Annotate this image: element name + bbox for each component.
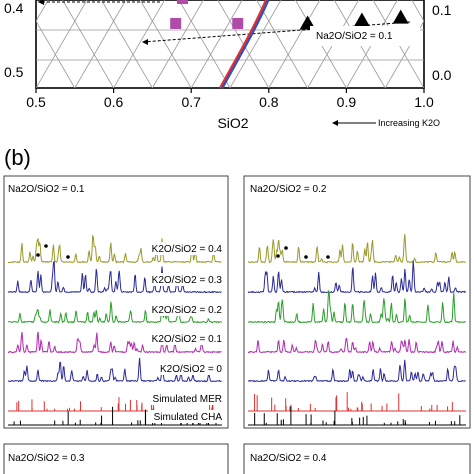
- xrd-trace: [7, 357, 222, 383]
- peak-dot-marker: [66, 255, 70, 259]
- trace-label: K2O/SiO2 = 0.4: [152, 244, 223, 255]
- xrd-panel-frame: [3, 175, 229, 429]
- x-tick-label: 0.9: [337, 94, 357, 110]
- xrd-panel-frame: [243, 443, 471, 474]
- grid-line: [178, 0, 231, 88]
- grid-line: [411, 0, 424, 22]
- xrd-panel-title: Na2O/SiO2 = 0.3: [8, 453, 85, 464]
- triangle-marker: [299, 15, 316, 30]
- grid-line: [36, 20, 76, 88]
- xrd-panel-title: Na2O/SiO2 = 0.4: [250, 453, 327, 464]
- trace-label-bg: [148, 303, 224, 316]
- trace-label-bg: [148, 392, 224, 405]
- triangle-marker: [392, 9, 409, 24]
- boundary-red-line: [219, 0, 268, 89]
- peak-dot-marker: [284, 246, 288, 250]
- trace-label: Simulated CHA: [154, 412, 223, 423]
- trace-label: K2O/SiO2 = 0.2: [152, 305, 223, 316]
- grid-line: [62, 0, 114, 88]
- trace-label-bg: [148, 242, 224, 255]
- grid-line: [36, 0, 88, 88]
- trace-label: Simulated MER: [153, 394, 222, 405]
- square-marker: [177, 0, 188, 4]
- peak-dot-marker: [326, 255, 330, 259]
- ternary-panel: 0.4 0.5 0.1 0.0 Na2O/SiO2 = 0.1 0.5 0.6 0.…: [4, 0, 474, 131]
- grid-line: [463, 0, 474, 88]
- xrd-traces-right: [247, 234, 467, 426]
- arrow-head-icon: [332, 120, 338, 126]
- xrd-trace: [247, 260, 467, 294]
- grid-line: [451, 0, 474, 88]
- left-tick-label: 0.4: [4, 0, 24, 16]
- triangle-marker: [353, 12, 370, 27]
- xrd-panel-frame: [3, 443, 229, 474]
- annotation-label: Na2O/SiO2 = 0.1: [316, 31, 393, 42]
- xrd-panel-title: Na2O/SiO2 = 0.1: [8, 184, 85, 195]
- peak-dot-marker: [276, 254, 280, 258]
- grid-line: [113, 0, 165, 88]
- trace-label-bg: [148, 362, 224, 375]
- grid-line: [229, 0, 282, 88]
- grid-line: [101, 0, 153, 88]
- left-tick-label: 0.5: [4, 64, 24, 80]
- peak-dot-marker: [304, 255, 308, 259]
- grid-line: [139, 0, 192, 88]
- xrd-trace: [7, 260, 222, 294]
- right-tick-label: 0.1: [432, 2, 452, 18]
- x-axis-ticks: 0.5 0.6 0.7 0.8 0.9 1.0: [26, 88, 434, 110]
- trace-label: K2O/SiO2 = 0.1: [152, 334, 223, 345]
- xrd-trace: [247, 337, 467, 354]
- peak-dot-marker: [44, 244, 48, 248]
- square-marker: [170, 17, 182, 29]
- grid-line: [190, 0, 243, 88]
- grid-line: [268, 0, 321, 88]
- xrd-panel-frame: [243, 175, 471, 429]
- peak-dot-marker: [36, 253, 40, 257]
- grid-line: [36, 0, 49, 22]
- xrd-panels: Na2O/SiO2 = 0.1 Na2O/SiO2 = 0.2 Na2O/SiO…: [3, 175, 471, 474]
- annotation-bg: [310, 26, 420, 46]
- boundary-blue-line: [220, 0, 270, 89]
- grid-line: [152, 0, 204, 88]
- xrd-trace: [7, 234, 222, 264]
- grid-line: [256, 0, 308, 88]
- xrd-trace-labels: K2O/SiO2 = 0.4 K2O/SiO2 = 0.3 K2O/SiO2 = 0…: [148, 242, 224, 423]
- xrd-trace: [247, 289, 466, 324]
- trace-label-bg: [148, 410, 224, 423]
- xrd-panel-title: Na2O/SiO2 = 0.2: [250, 184, 327, 195]
- x-tick-label: 1.0: [414, 94, 434, 110]
- xrd-trace: [7, 331, 222, 354]
- ternary-tie-lines: [38, 0, 411, 45]
- x-tick-label: 0.8: [259, 94, 279, 110]
- xrd-trace: [247, 359, 466, 383]
- trace-label: K2O/SiO2 = 0: [160, 364, 222, 375]
- grid-line: [74, 0, 127, 88]
- right-tick-label: 0.0: [432, 67, 452, 83]
- tie-arrow-icon: [142, 39, 148, 45]
- trace-label-bg: [148, 332, 224, 345]
- x-axis-label: SiO2: [217, 115, 248, 131]
- ternary-markers: [170, 0, 409, 30]
- panel-b-label: (b): [4, 145, 31, 170]
- x-tick-label: 0.6: [104, 94, 124, 110]
- arrow-label: Increasing K2O: [378, 118, 440, 128]
- xrd-trace: [248, 234, 466, 264]
- tie-arrow-icon: [38, 0, 44, 5]
- x-tick-label: 0.5: [26, 94, 46, 110]
- trace-label: K2O/SiO2 = 0.3: [152, 275, 223, 286]
- x-tick-label: 0.7: [181, 94, 201, 110]
- xrd-trace: [7, 301, 222, 324]
- square-marker: [232, 17, 244, 29]
- trace-label-bg: [148, 273, 224, 286]
